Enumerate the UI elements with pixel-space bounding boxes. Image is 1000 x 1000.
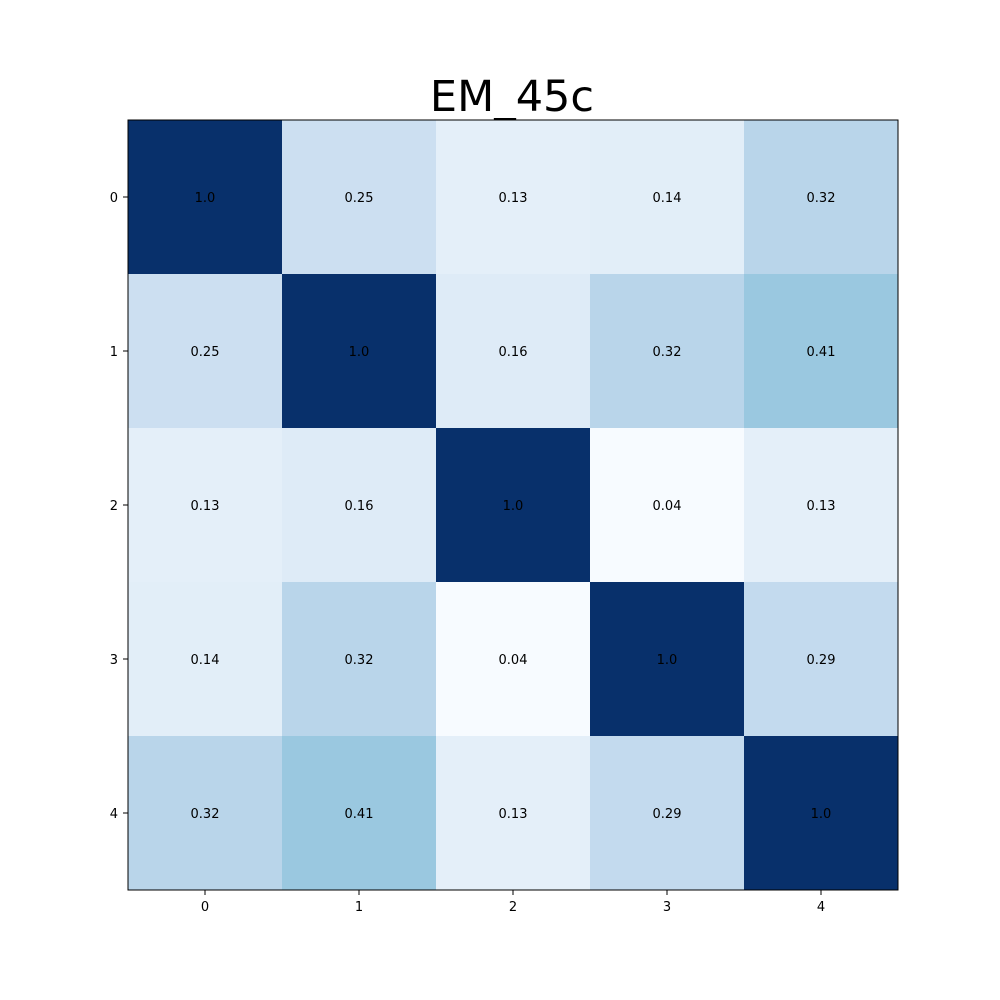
heatmap-cell-r3-c1 <box>282 582 437 737</box>
cell-value-label-r4-c4: 1.0 <box>811 807 832 822</box>
y-tick-label-0: 0 <box>110 191 118 206</box>
cell-value-label-r3-c0: 0.14 <box>191 653 220 668</box>
cell-value-label-r2-c4: 0.13 <box>807 499 836 514</box>
heatmap-cell-r3-c3 <box>590 582 745 737</box>
y-tick-label-2: 2 <box>110 499 118 514</box>
y-tick-label-4: 4 <box>110 807 118 822</box>
heatmap-cells <box>128 120 899 891</box>
cell-value-label-r2-c1: 0.16 <box>345 499 374 514</box>
heatmap-cell-r2-c4 <box>744 428 899 583</box>
x-tick-label-4: 4 <box>817 900 825 915</box>
cell-value-label-r4-c1: 0.41 <box>345 807 374 822</box>
cell-value-label-r1-c1: 1.0 <box>349 345 370 360</box>
y-tick-label-3: 3 <box>110 653 118 668</box>
x-axis: 0 1 2 3 4 <box>201 890 825 915</box>
heatmap-cell-r4-c3 <box>590 736 745 891</box>
heatmap-cell-r4-c0 <box>128 736 283 891</box>
heatmap-cell-r3-c2 <box>436 582 591 737</box>
heatmap-cell-r3-c0 <box>128 582 283 737</box>
cell-value-label-r1-c0: 0.25 <box>191 345 220 360</box>
cell-value-label-r0-c3: 0.14 <box>653 191 682 206</box>
heatmap-cell-r0-c3 <box>590 120 745 275</box>
heatmap-cell-r0-c1 <box>282 120 437 275</box>
heatmap-cell-r4-c1 <box>282 736 437 891</box>
heatmap-cell-r0-c4 <box>744 120 899 275</box>
heatmap-cell-r0-c2 <box>436 120 591 275</box>
cell-value-label-r1-c4: 0.41 <box>807 345 836 360</box>
heatmap-cell-r1-c3 <box>590 274 745 429</box>
cell-value-label-r0-c2: 0.13 <box>499 191 528 206</box>
cell-value-label-r2-c2: 1.0 <box>503 499 524 514</box>
cell-value-label-r3-c3: 1.0 <box>657 653 678 668</box>
heatmap-cell-r1-c2 <box>436 274 591 429</box>
y-tick-label-1: 1 <box>110 345 118 360</box>
heatmap-cell-r3-c4 <box>744 582 899 737</box>
cell-value-label-r4-c3: 0.29 <box>653 807 682 822</box>
cell-value-label-r3-c1: 0.32 <box>345 653 374 668</box>
cell-value-label-r1-c2: 0.16 <box>499 345 528 360</box>
x-tick-label-2: 2 <box>509 900 517 915</box>
y-axis: 0 1 2 3 4 <box>110 191 128 822</box>
heatmap-cell-r1-c0 <box>128 274 283 429</box>
x-tick-label-1: 1 <box>355 900 363 915</box>
heatmap-cell-r1-c1 <box>282 274 437 429</box>
heatmap-cell-r2-c0 <box>128 428 283 583</box>
heatmap-cell-r2-c1 <box>282 428 437 583</box>
cell-value-label-r0-c0: 1.0 <box>195 191 216 206</box>
heatmap-cell-r2-c3 <box>590 428 745 583</box>
heatmap-cell-r2-c2 <box>436 428 591 583</box>
cell-value-label-r2-c3: 0.04 <box>653 499 682 514</box>
heatmap-cell-r0-c0 <box>128 120 283 275</box>
cell-value-label-r0-c4: 0.32 <box>807 191 836 206</box>
cell-value-label-r4-c2: 0.13 <box>499 807 528 822</box>
x-tick-label-0: 0 <box>201 900 209 915</box>
cell-value-label-r1-c3: 0.32 <box>653 345 682 360</box>
heatmap-cell-r1-c4 <box>744 274 899 429</box>
cell-value-label-r2-c0: 0.13 <box>191 499 220 514</box>
heatmap-cell-labels: 1.0 0.25 0.13 0.14 0.32 0.25 1.0 0.16 0.32 0.41 0.… <box>191 191 836 822</box>
x-tick-label-3: 3 <box>663 900 671 915</box>
heatmap-cell-r4-c4 <box>744 736 899 891</box>
heatmap-cell-r4-c2 <box>436 736 591 891</box>
cell-value-label-r3-c2: 0.04 <box>499 653 528 668</box>
chart-title: EM_45c <box>430 72 594 122</box>
cell-value-label-r3-c4: 0.29 <box>807 653 836 668</box>
cell-value-label-r0-c1: 0.25 <box>345 191 374 206</box>
cell-value-label-r4-c0: 0.32 <box>191 807 220 822</box>
